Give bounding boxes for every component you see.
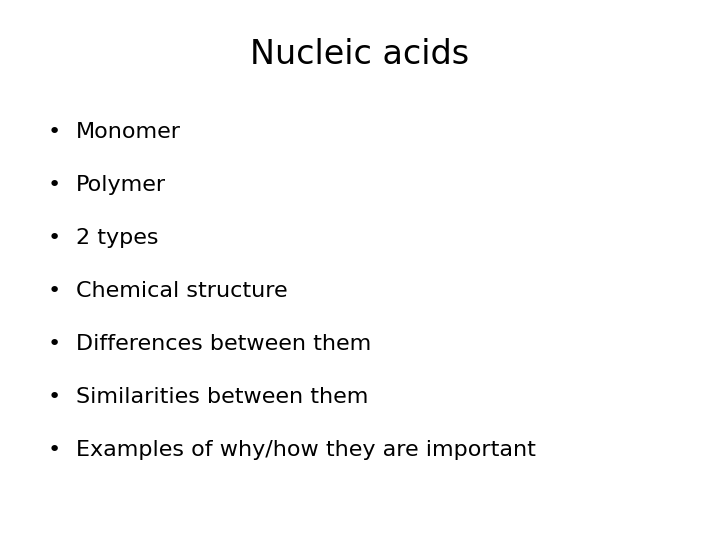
Text: •: • — [48, 228, 60, 248]
Text: •: • — [48, 387, 60, 407]
Text: Polymer: Polymer — [76, 175, 166, 195]
Text: Similarities between them: Similarities between them — [76, 387, 368, 407]
Text: Nucleic acids: Nucleic acids — [251, 37, 469, 71]
Text: Chemical structure: Chemical structure — [76, 281, 287, 301]
Text: •: • — [48, 440, 60, 460]
Text: 2 types: 2 types — [76, 228, 158, 248]
Text: Monomer: Monomer — [76, 122, 181, 143]
Text: •: • — [48, 175, 60, 195]
Text: Examples of why/how they are important: Examples of why/how they are important — [76, 440, 536, 460]
Text: •: • — [48, 122, 60, 143]
Text: •: • — [48, 334, 60, 354]
Text: Differences between them: Differences between them — [76, 334, 371, 354]
Text: •: • — [48, 281, 60, 301]
